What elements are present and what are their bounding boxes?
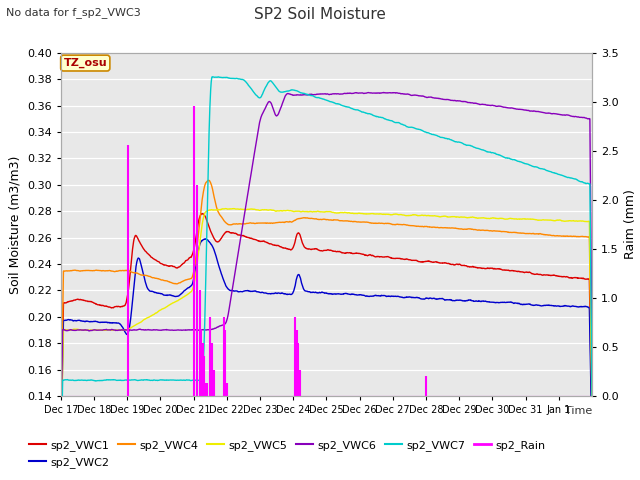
Y-axis label: Soil Moisture (m3/m3): Soil Moisture (m3/m3) (8, 155, 21, 294)
Text: Time: Time (564, 406, 592, 416)
Text: SP2 Soil Moisture: SP2 Soil Moisture (254, 7, 386, 22)
Text: TZ_osu: TZ_osu (63, 58, 107, 68)
Legend: sp2_VWC1, sp2_VWC2, sp2_VWC4, sp2_VWC5, sp2_VWC6, sp2_VWC7, sp2_Rain: sp2_VWC1, sp2_VWC2, sp2_VWC4, sp2_VWC5, … (25, 436, 550, 472)
Text: No data for f_sp2_VWC3: No data for f_sp2_VWC3 (6, 7, 141, 18)
Y-axis label: Raim (mm): Raim (mm) (625, 190, 637, 259)
